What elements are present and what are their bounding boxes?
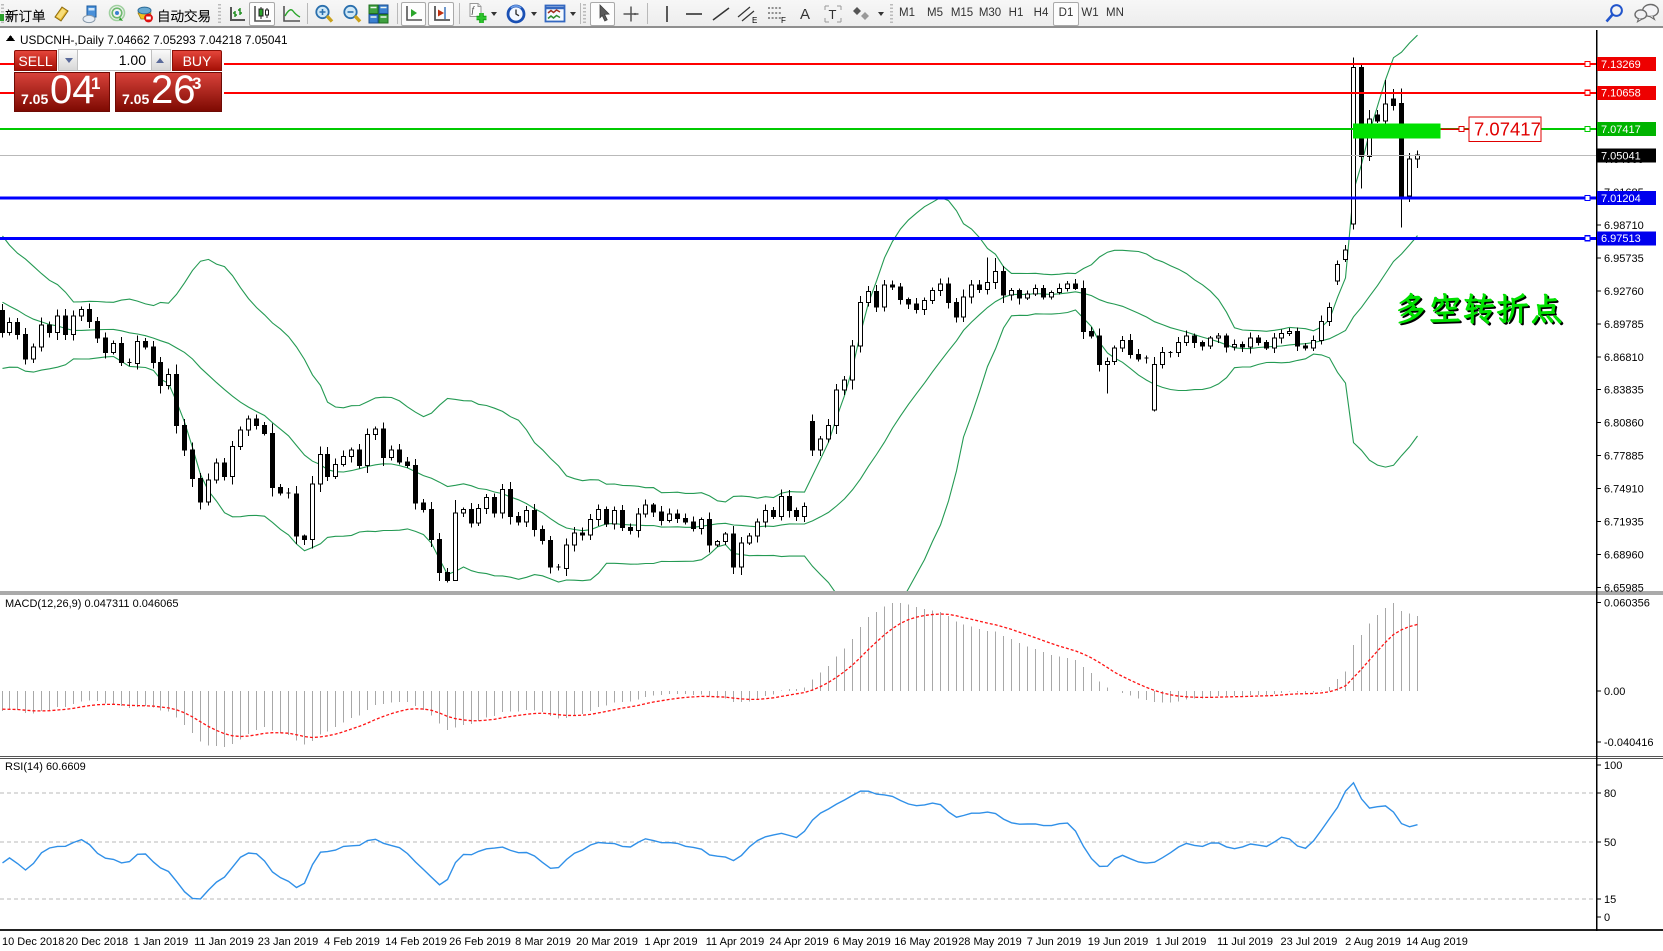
svg-text:20 Dec 2018: 20 Dec 2018 xyxy=(66,936,128,948)
svg-text:A: A xyxy=(800,6,810,23)
svg-text:T: T xyxy=(829,7,837,22)
svg-text:19 Jun 2019: 19 Jun 2019 xyxy=(1088,936,1149,948)
svg-text:23 Jan 2019: 23 Jan 2019 xyxy=(258,936,319,948)
svg-text:MACD(12,26,9) 0.047311 0.04606: MACD(12,26,9) 0.047311 0.046065 xyxy=(5,598,178,610)
svg-text:6.89785: 6.89785 xyxy=(1604,319,1644,331)
svg-text:0.060356: 0.060356 xyxy=(1604,598,1650,610)
svg-text:50: 50 xyxy=(1604,837,1616,849)
svg-text:6.77885: 6.77885 xyxy=(1604,451,1644,463)
svg-text:10 Dec 2018: 10 Dec 2018 xyxy=(2,936,64,948)
svg-text:14 Aug 2019: 14 Aug 2019 xyxy=(1406,936,1468,948)
svg-text:4 Feb 2019: 4 Feb 2019 xyxy=(324,936,380,948)
svg-text:6.92760: 6.92760 xyxy=(1604,286,1644,298)
svg-text:USDCNH-,Daily 7.04662 7.05293: USDCNH-,Daily 7.04662 7.05293 7.04218 7.… xyxy=(20,33,288,47)
svg-text:6.74910: 6.74910 xyxy=(1604,484,1644,496)
svg-text:7 Jun 2019: 7 Jun 2019 xyxy=(1027,936,1081,948)
svg-text:20 Mar 2019: 20 Mar 2019 xyxy=(576,936,638,948)
svg-text:7.07417: 7.07417 xyxy=(1474,119,1541,140)
svg-text:F: F xyxy=(781,16,786,24)
svg-text:16 May 2019: 16 May 2019 xyxy=(894,936,958,948)
svg-text:6.86810: 6.86810 xyxy=(1604,352,1644,364)
svg-text:7.01204: 7.01204 xyxy=(1601,193,1641,205)
svg-text:6.97513: 6.97513 xyxy=(1601,233,1641,245)
svg-text:6.71935: 6.71935 xyxy=(1604,516,1644,528)
svg-text:7.05041: 7.05041 xyxy=(1601,150,1641,162)
svg-text:8 Mar 2019: 8 Mar 2019 xyxy=(515,936,571,948)
svg-text:6.68960: 6.68960 xyxy=(1604,549,1644,561)
svg-text:1 Jul 2019: 1 Jul 2019 xyxy=(1156,936,1207,948)
svg-text:15: 15 xyxy=(1604,894,1616,906)
svg-text:0.00: 0.00 xyxy=(1604,686,1625,698)
svg-text:11 Apr 2019: 11 Apr 2019 xyxy=(706,936,765,948)
svg-text:24 Apr 2019: 24 Apr 2019 xyxy=(769,936,828,948)
svg-text:7.10658: 7.10658 xyxy=(1601,88,1641,100)
svg-text:26 Feb 2019: 26 Feb 2019 xyxy=(449,936,511,948)
svg-text:7.13269: 7.13269 xyxy=(1601,59,1641,71)
svg-text:6.98710: 6.98710 xyxy=(1604,220,1644,232)
svg-text:28 May 2019: 28 May 2019 xyxy=(958,936,1022,948)
svg-text:6.83835: 6.83835 xyxy=(1604,385,1644,397)
svg-text:6 May 2019: 6 May 2019 xyxy=(833,936,890,948)
svg-text:23 Jul 2019: 23 Jul 2019 xyxy=(1281,936,1338,948)
svg-text:80: 80 xyxy=(1604,788,1616,800)
svg-text:1 Jan 2019: 1 Jan 2019 xyxy=(134,936,188,948)
svg-text:11 Jan 2019: 11 Jan 2019 xyxy=(194,936,254,948)
svg-text:2 Aug 2019: 2 Aug 2019 xyxy=(1345,936,1401,948)
svg-text:11 Jul 2019: 11 Jul 2019 xyxy=(1217,936,1273,948)
svg-text:6.65985: 6.65985 xyxy=(1604,582,1644,594)
svg-text:14 Feb 2019: 14 Feb 2019 xyxy=(385,936,447,948)
svg-text:f: f xyxy=(472,5,476,15)
svg-text:6.80860: 6.80860 xyxy=(1604,418,1644,430)
svg-text:RSI(14) 60.6609: RSI(14) 60.6609 xyxy=(5,761,86,773)
svg-text:6.95735: 6.95735 xyxy=(1604,253,1644,265)
svg-text:7.07417: 7.07417 xyxy=(1601,124,1641,136)
svg-text:0: 0 xyxy=(1604,912,1610,924)
svg-text:-0.040416: -0.040416 xyxy=(1604,737,1654,749)
svg-text:E: E xyxy=(752,16,757,24)
svg-text:100: 100 xyxy=(1604,760,1622,772)
svg-text:1 Apr 2019: 1 Apr 2019 xyxy=(644,936,697,948)
